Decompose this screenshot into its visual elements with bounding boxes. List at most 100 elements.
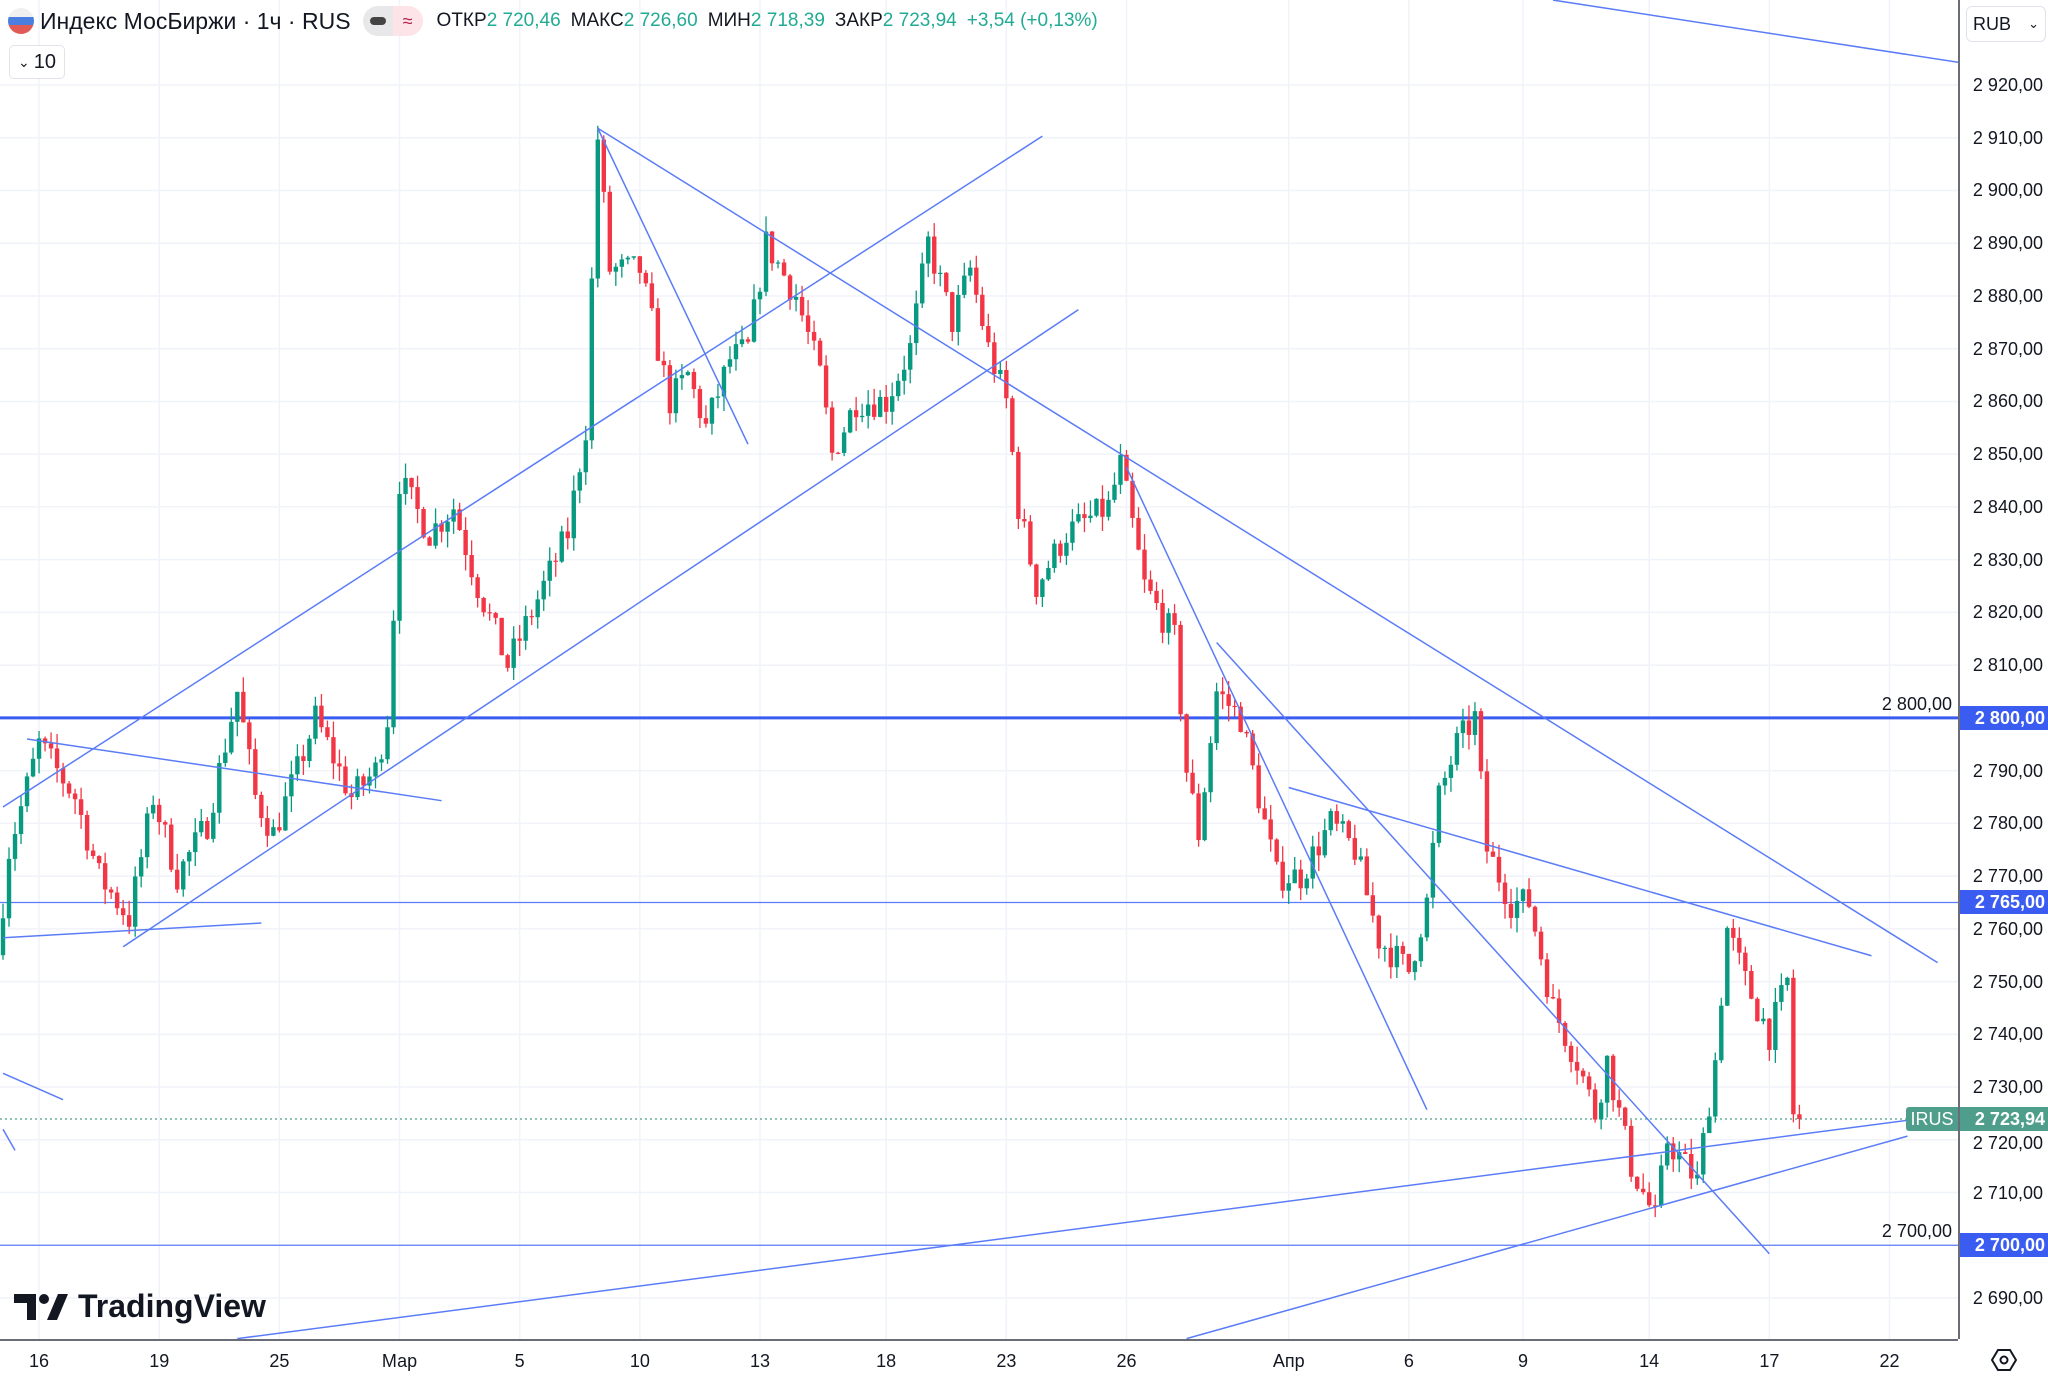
candle-body: [457, 509, 462, 530]
candle-body: [583, 440, 588, 473]
candle-body: [835, 452, 841, 454]
candle-body: [217, 762, 222, 813]
candle-body: [1376, 915, 1382, 949]
candle-body: [1785, 977, 1790, 986]
candle-body: [409, 477, 414, 488]
candles: [0, 125, 1802, 1218]
candle-body: [1773, 1001, 1778, 1050]
candle-body: [1472, 711, 1478, 735]
candle-body: [986, 326, 991, 343]
candle-body: [1412, 961, 1418, 973]
candle-body: [968, 267, 973, 276]
candle-body: [1791, 977, 1796, 1115]
status-pill[interactable]: ≈: [362, 6, 423, 36]
price-tick-label: 2 800,00: [1881, 693, 1952, 714]
trendline: [1186, 1135, 1908, 1339]
candle-body: [229, 721, 234, 753]
candle-body: [403, 477, 408, 494]
candle-body: [655, 308, 661, 361]
candle-body: [1046, 567, 1051, 580]
candle-body: [1731, 927, 1736, 938]
minus-icon: [362, 6, 393, 36]
candle-body: [1610, 1055, 1616, 1101]
candle-body: [421, 508, 426, 538]
candle-body: [1208, 743, 1213, 793]
candle-body: [1719, 1005, 1724, 1061]
candle-body: [0, 918, 6, 956]
time-tick-label: 16: [29, 1351, 50, 1371]
price-level-tag: 2 700,00: [1960, 1233, 2048, 1258]
candle-body: [433, 523, 438, 546]
candle-body: [1010, 398, 1015, 452]
candle-body: [1112, 484, 1117, 500]
candle-body: [1544, 959, 1550, 998]
candle-body: [1160, 603, 1165, 633]
price-tick-label: 2 770,00: [1972, 866, 2043, 887]
candle-body: [1292, 869, 1297, 884]
candle-body: [1508, 904, 1514, 918]
candle-body: [1220, 691, 1225, 695]
currency-select[interactable]: RUB ⌄: [1966, 6, 2046, 42]
candle-body: [613, 266, 619, 272]
candle-body: [138, 857, 144, 877]
candle-body: [1532, 906, 1538, 932]
time-tick-label: 5: [514, 1351, 525, 1371]
candle-body: [1430, 842, 1436, 898]
candle-body: [1556, 998, 1562, 1023]
candle-body: [1478, 711, 1484, 772]
time-tick-label: Мар: [381, 1351, 418, 1371]
candle-body: [120, 908, 126, 916]
indicators-collapse-button[interactable]: ⌄ 10: [9, 45, 65, 79]
time-tick-label: 6: [1403, 1351, 1414, 1371]
candle-body: [1028, 521, 1033, 565]
candle-body: [397, 493, 402, 621]
last-price-tag: 2 723,94: [1960, 1107, 2048, 1132]
candle-body: [667, 365, 673, 414]
candle-body: [1442, 777, 1448, 786]
candle-body: [1184, 714, 1189, 773]
candle-body: [691, 371, 697, 390]
price-axis[interactable]: 2 920,00 2 910,00 2 900,00 2 890,00 2 880,00…: [1958, 0, 2048, 1339]
candle-body: [1382, 947, 1388, 949]
candle-body: [331, 737, 336, 764]
settings-button[interactable]: [1960, 1341, 2048, 1379]
candle-body: [1755, 998, 1760, 1022]
candle-body: [1466, 720, 1472, 735]
candle-body: [823, 365, 829, 408]
candle-body: [157, 804, 162, 823]
candle-body: [1490, 851, 1496, 857]
candle-body: [1346, 821, 1351, 839]
price-chart[interactable]: [0, 0, 1958, 1339]
candle-body: [1268, 819, 1273, 840]
candle-body: [1106, 499, 1111, 517]
candle-body: [727, 359, 733, 367]
candle-body: [643, 272, 649, 284]
time-tick-label: 17: [1759, 1351, 1780, 1371]
candle-body: [841, 432, 847, 453]
candle-body: [1677, 1152, 1682, 1160]
candle-body: [181, 861, 186, 890]
tradingview-logo[interactable]: TradingView: [14, 1288, 266, 1325]
candle-body: [1076, 514, 1081, 522]
candle-body: [72, 793, 78, 800]
price-tick-label: 2 750,00: [1972, 971, 2043, 992]
candle-body: [926, 236, 931, 264]
price-tick-label: 2 830,00: [1972, 549, 2043, 570]
candle-body: [319, 705, 324, 728]
symbol-title[interactable]: Индекс МосБиржи · 1ч · RUS: [40, 7, 351, 34]
candle-body: [1737, 937, 1742, 953]
time-tick-label: 26: [1116, 1351, 1137, 1371]
candle-body: [895, 380, 901, 397]
time-axis[interactable]: 16 19 25 Мар 5 10 13 18 23 26 Апр 6 9 14 17 22: [0, 1339, 1958, 1379]
russia-flag-icon: [8, 8, 34, 34]
candle-body: [571, 490, 576, 539]
candle-body: [1370, 895, 1376, 916]
candle-body: [631, 256, 637, 258]
candle-body: [547, 560, 552, 581]
trendline: [597, 127, 749, 445]
symbol-tag: IRUS: [1906, 1107, 1958, 1131]
candle-body: [271, 827, 276, 836]
candle-body: [1622, 1107, 1628, 1126]
change-value: +3,54 (+0,13%): [966, 10, 1098, 31]
candle-body: [1328, 811, 1333, 831]
